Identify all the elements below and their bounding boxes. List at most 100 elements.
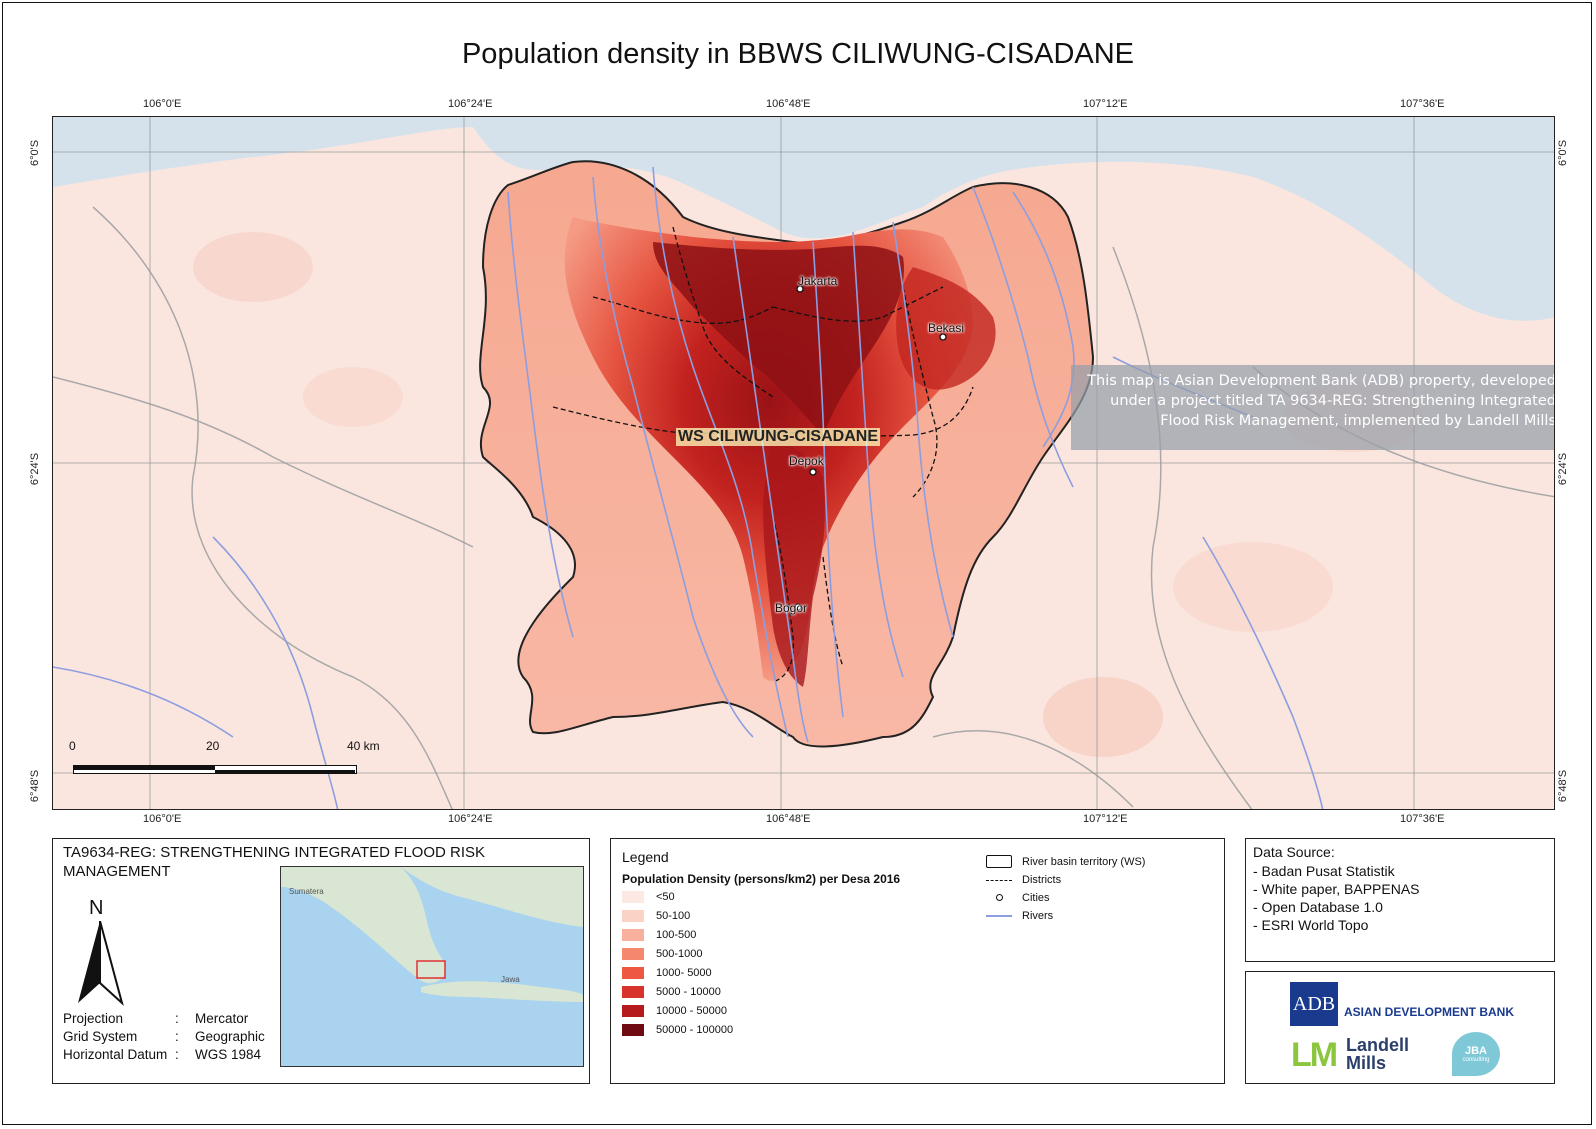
city-label-jakarta: Jakarta xyxy=(798,274,838,288)
legend-class: 500-1000 xyxy=(622,948,703,960)
lat-tick-left: 6°24'S xyxy=(29,452,42,486)
inset-sumatra xyxy=(281,867,446,984)
scale-bar xyxy=(73,765,357,774)
legend-class: 100-500 xyxy=(622,929,696,941)
inset-map[interactable]: Sumatera Jawa xyxy=(280,866,584,1067)
legend-class: 50-100 xyxy=(622,910,690,922)
legend-class: 10000 - 50000 xyxy=(622,1005,727,1017)
legend-subtitle: Population Density (persons/km2) per Des… xyxy=(622,872,901,886)
adb-logo: ADB xyxy=(1290,982,1338,1026)
basin-symbol-icon xyxy=(986,855,1012,868)
city-label-bekasi: Bekasi xyxy=(928,321,965,335)
lat-tick-left: 6°0'S xyxy=(29,139,42,167)
inset-label-sumatera: Sumatera xyxy=(289,887,324,896)
notice-line: under a project titled TA 9634-REG: Stre… xyxy=(1110,393,1555,409)
scale-label-20: 20 xyxy=(206,739,220,753)
density-patch xyxy=(193,232,313,302)
legend-swatch xyxy=(622,1005,644,1017)
grid-system-key: Grid System xyxy=(63,1029,138,1044)
district-symbol-icon xyxy=(986,879,1012,881)
legend-class: 50000 - 100000 xyxy=(622,1024,733,1036)
lon-tick-top: 106°0'E xyxy=(143,98,182,110)
admin-boundary xyxy=(53,376,474,548)
lon-tick-top: 106°48'E xyxy=(766,98,811,110)
city-label-bogor: Bogor xyxy=(775,601,808,615)
admin-boundary xyxy=(92,206,453,809)
notice-line: This map is Asian Development Bank (ADB)… xyxy=(1087,373,1555,389)
lon-tick-bottom: 106°24'E xyxy=(448,813,493,825)
lon-tick-bottom: 106°48'E xyxy=(766,813,811,825)
north-arrow-icon xyxy=(78,921,124,1007)
main-map[interactable]: Jakarta Bekasi Depok Bogor WS CILIWUNG-C… xyxy=(52,116,1555,810)
jba-logo: JBA consulting xyxy=(1452,1032,1500,1076)
legend-title: Legend xyxy=(622,849,669,865)
legend-swatch xyxy=(622,910,644,922)
legend-class: <50 xyxy=(622,891,675,903)
ownership-notice: This map is Asian Development Bank (ADB)… xyxy=(1071,365,1555,450)
density-patch xyxy=(1043,677,1163,757)
north-label: N xyxy=(89,897,104,919)
lat-tick-right: 6°24'S xyxy=(1557,452,1570,486)
inset-borneo xyxy=(401,867,583,927)
legend-swatch xyxy=(622,948,644,960)
density-patch xyxy=(1173,542,1333,632)
city-points xyxy=(794,285,947,611)
datum-key: Horizontal Datum xyxy=(63,1047,168,1062)
data-source-item: - ESRI World Topo xyxy=(1253,917,1369,933)
legend-swatch xyxy=(622,986,644,998)
landell-mills-logo: Landell Mills xyxy=(1346,1035,1410,1073)
legend-swatch xyxy=(622,929,644,941)
adb-name: ASIAN DEVELOPMENT BANK xyxy=(1344,1005,1515,1019)
city-label-depok: Depok xyxy=(789,454,824,468)
density-patch xyxy=(303,367,403,427)
lon-tick-bottom: 106°0'E xyxy=(143,813,182,825)
data-source-item: - Open Database 1.0 xyxy=(1253,899,1383,915)
legend-class: 1000- 5000 xyxy=(622,967,712,979)
scale-segment xyxy=(215,770,355,774)
project-info-panel: TA9634-REG: STRENGTHENING INTEGRATED FLO… xyxy=(52,838,590,1084)
legend-symbol-districts: Districts xyxy=(986,874,1061,886)
datum-value: WGS 1984 xyxy=(195,1047,262,1062)
scale-segment xyxy=(74,766,215,770)
projection-info: Projection: Mercator Grid System: Geograph… xyxy=(63,1011,265,1062)
north-arrow: N xyxy=(73,897,133,1017)
projection-value: Mercator xyxy=(195,1011,249,1026)
data-source-panel: Data Source: - Badan Pusat Statistik - W… xyxy=(1245,838,1555,962)
java-sea xyxy=(53,117,1554,321)
logos-panel: ADB ASIAN DEVELOPMENT BANK LM Landell Mi… xyxy=(1245,971,1555,1084)
city-symbol-icon xyxy=(986,892,1012,904)
lon-tick-bottom: 107°36'E xyxy=(1400,813,1445,825)
inset-map-canvas xyxy=(281,867,583,1066)
legend-symbol-rivers: Rivers xyxy=(986,910,1053,922)
map-title: Population density in BBWS CILIWUNG-CISA… xyxy=(461,38,1135,70)
lon-tick-bottom: 107°12'E xyxy=(1083,813,1128,825)
legend-swatch xyxy=(622,1024,644,1036)
legend-class: 5000 - 10000 xyxy=(622,986,721,998)
dense-urban-corridor xyxy=(763,437,825,687)
admin-boundary xyxy=(1112,246,1253,809)
legend-swatch xyxy=(622,891,644,903)
notice-line: Flood Risk Management, implemented by La… xyxy=(1160,413,1555,429)
inset-java xyxy=(421,981,583,1002)
dense-urban-core xyxy=(653,242,904,437)
lon-tick-top: 107°12'E xyxy=(1083,98,1128,110)
project-title: TA9634-REG: STRENGTHENING INTEGRATED FLO… xyxy=(63,844,486,880)
data-source-item: - Badan Pusat Statistik xyxy=(1253,863,1395,879)
data-source-item: - White paper, BAPPENAS xyxy=(1253,881,1420,897)
projection-key: Projection xyxy=(63,1011,124,1026)
grid-system-value: Geographic xyxy=(195,1029,265,1044)
inset-extent-box xyxy=(416,960,446,979)
lon-tick-top: 106°24'E xyxy=(448,98,493,110)
scale-label-0: 0 xyxy=(69,739,76,753)
landell-mills-mark: LM xyxy=(1291,1036,1338,1074)
inset-label-jawa: Jawa xyxy=(501,975,520,984)
scale-label-40: 40 km xyxy=(347,739,380,753)
river-symbol-icon xyxy=(986,915,1012,917)
legend-symbol-cities: Cities xyxy=(986,892,1050,904)
lon-tick-top: 107°36'E xyxy=(1400,98,1445,110)
lat-tick-right: 6°0'S xyxy=(1557,139,1570,167)
admin-boundary xyxy=(932,730,1134,808)
data-source-title: Data Source: xyxy=(1253,844,1335,860)
legend-swatch xyxy=(622,967,644,979)
